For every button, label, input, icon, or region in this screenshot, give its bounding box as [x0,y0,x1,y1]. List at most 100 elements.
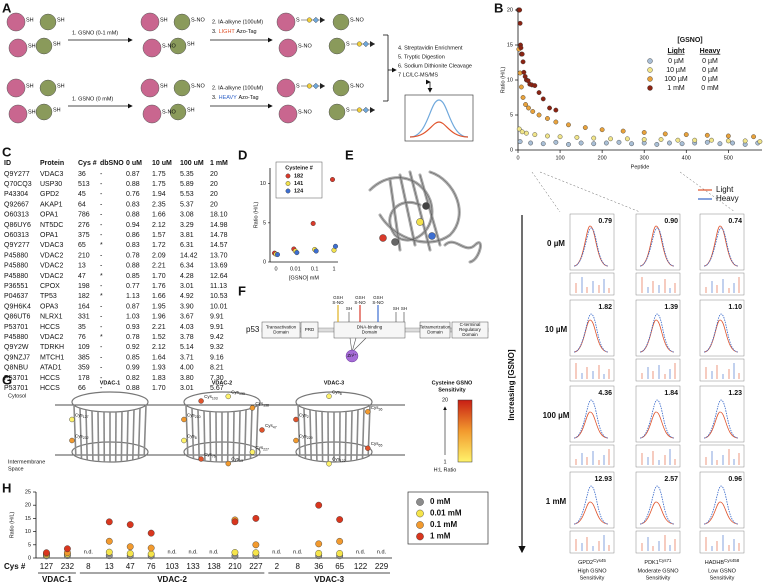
table-cell: 5.67 [210,385,224,392]
x-tick-label: 0.01 [290,266,301,272]
light-trace [703,501,739,525]
protein [8,104,28,124]
domain-label: Domain [273,330,289,335]
nd-label: n.d. [168,549,178,555]
cys-number: 138 [263,403,269,407]
table-cell: 7.30 [210,375,224,382]
domain [419,321,451,339]
point [126,550,134,557]
x-tick-label: 0.1 [311,266,319,272]
cys-number: 8 [195,436,197,440]
point [336,516,344,523]
tag-part [312,82,319,90]
tag-part [320,83,325,89]
rule [531,171,561,213]
table-cell: 109 [78,344,90,351]
chrom-box [699,471,745,529]
rule [137,408,141,459]
legend-column: Heavy [700,48,721,55]
protein [278,104,298,124]
protein [6,78,26,98]
rule [351,337,367,353]
point [662,131,668,137]
table-cell: Q86UT6 [4,314,31,321]
legend-label: 182 [294,173,303,179]
table-cell: - [100,375,103,382]
protein [8,38,28,58]
legend-heavy: 0 µM [702,76,718,83]
table-cell: P36551 [4,283,28,290]
table-cell: - [100,212,103,219]
x-tick-label: 0 [516,155,519,161]
table-cell: CPOX [40,283,60,290]
y-tick-label: 10 [507,77,513,83]
point [530,109,536,114]
cys-number: 13 [239,459,243,463]
table-cell: NLRX1 [40,314,63,321]
heavy-trace [573,227,609,267]
table-cell: ATAD1 [40,365,62,372]
table-cell: P04637 [4,293,28,300]
point [545,133,550,139]
protein [332,79,350,97]
table-cell: 0.77 [126,283,140,290]
domain-label: Transactivation [266,325,297,330]
table-cell: - [100,365,103,372]
site-sh: SH [346,306,352,311]
thiol-label: SH [26,17,34,23]
step-3: 3. HEAVY Azo-Tag [212,95,259,101]
point [540,141,546,147]
table-cell: - [100,263,103,270]
point [524,130,529,136]
table-cell: 276 [78,222,90,229]
point [629,141,634,147]
step-1: 1. GSNO (0 mM) [72,96,113,102]
rule [197,409,200,460]
point [692,137,698,143]
nd-label: n.d. [84,549,94,555]
table-cell: 20 [210,191,218,198]
cys-prefix: Cys [371,405,379,410]
cys-label: Cys76 [204,452,216,458]
point [641,137,647,142]
point [566,141,571,147]
protein [39,13,57,31]
table-cell: 3.29 [180,222,194,229]
point [516,126,522,132]
compartment: Space [8,466,24,472]
table-cell: P45880 [4,252,28,259]
table-cell: P53701 [4,385,28,392]
table-cell: - [100,344,103,351]
table-cell: 14.57 [210,242,228,249]
point [742,138,748,144]
point [675,137,681,143]
point [679,141,685,147]
panel-label: B [494,0,503,15]
table-header: Protein [40,160,64,167]
y-tick-label: 20 [507,7,513,13]
heavy-trace [639,227,675,267]
table-cell: 1.66 [152,212,166,219]
cys-number: 227 [263,448,269,452]
scale-title: Sensitivity [438,387,466,393]
legend-marker [647,76,653,82]
spectrum-box [635,272,681,296]
table-cell: VDAC2 [40,334,63,341]
rule [232,411,235,462]
point [315,549,323,557]
legend-heavy: 0 µM [702,67,718,74]
table-cell: 0.83 [126,201,140,208]
x-tick-label: 0 [274,266,277,272]
table-cell: 786 [78,212,90,219]
table-cell: 0.88 [126,385,140,392]
panel-label: E [345,147,354,162]
chrom-box [569,299,615,357]
chrom-box [635,213,681,271]
thiol-label: SH [53,107,61,113]
protein [35,103,53,121]
y-tick-label: 0 [510,147,513,153]
protein [173,79,191,97]
point [757,139,763,145]
point [105,548,113,556]
table-header: 100 uM [180,160,204,167]
